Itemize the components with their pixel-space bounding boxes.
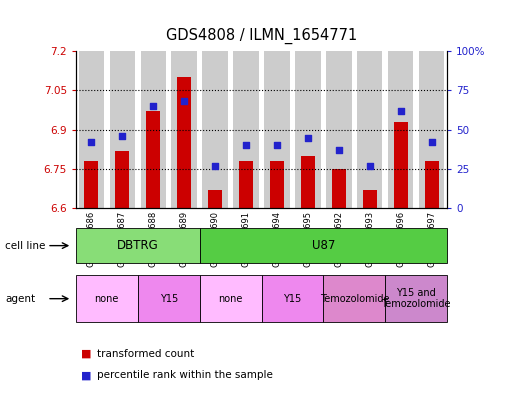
Text: Y15: Y15	[283, 294, 302, 304]
Bar	[425, 161, 439, 208]
Text: Temozolomide: Temozolomide	[320, 294, 389, 304]
Bar	[146, 111, 160, 208]
Bar	[138, 275, 200, 322]
Point	[335, 147, 343, 153]
Text: GDS4808 / ILMN_1654771: GDS4808 / ILMN_1654771	[166, 28, 357, 44]
Bar	[385, 275, 447, 322]
Bar	[394, 122, 408, 208]
Bar	[76, 275, 138, 322]
Bar	[239, 161, 253, 208]
Bar	[233, 51, 259, 208]
Bar	[78, 51, 104, 208]
Bar	[84, 161, 98, 208]
Bar	[388, 51, 414, 208]
Bar	[200, 275, 262, 322]
Point	[180, 98, 188, 105]
Point	[304, 134, 312, 141]
Text: none: none	[219, 294, 243, 304]
Bar	[326, 51, 351, 208]
Point	[149, 103, 157, 109]
Bar	[332, 169, 346, 208]
Bar	[202, 51, 228, 208]
Bar	[141, 51, 166, 208]
Text: Y15: Y15	[160, 294, 178, 304]
Bar	[270, 161, 284, 208]
Bar	[301, 156, 315, 208]
Bar	[177, 77, 191, 208]
Bar	[295, 51, 321, 208]
Text: DBTRG: DBTRG	[117, 239, 158, 252]
Bar	[419, 51, 445, 208]
Point	[87, 139, 96, 145]
Text: percentile rank within the sample: percentile rank within the sample	[97, 370, 272, 380]
Text: none: none	[95, 294, 119, 304]
Point	[242, 142, 250, 149]
Bar	[109, 51, 135, 208]
Bar	[172, 51, 197, 208]
Bar	[200, 228, 447, 263]
Text: agent: agent	[5, 294, 36, 304]
Text: ■: ■	[81, 370, 92, 380]
Bar	[363, 190, 377, 208]
Point	[273, 142, 281, 149]
Bar	[264, 51, 290, 208]
Text: cell line: cell line	[5, 241, 46, 251]
Text: transformed count: transformed count	[97, 349, 194, 359]
Point	[211, 163, 219, 169]
Point	[366, 163, 374, 169]
Text: ■: ■	[81, 349, 92, 359]
Bar	[323, 275, 385, 322]
Bar	[357, 51, 382, 208]
Text: Y15 and
Temozolomide: Y15 and Temozolomide	[381, 288, 451, 309]
Point	[396, 108, 405, 114]
Text: U87: U87	[312, 239, 335, 252]
Bar	[76, 228, 200, 263]
Bar	[208, 190, 222, 208]
Bar	[262, 275, 323, 322]
Point	[118, 133, 127, 139]
Bar	[115, 151, 129, 208]
Point	[427, 139, 436, 145]
